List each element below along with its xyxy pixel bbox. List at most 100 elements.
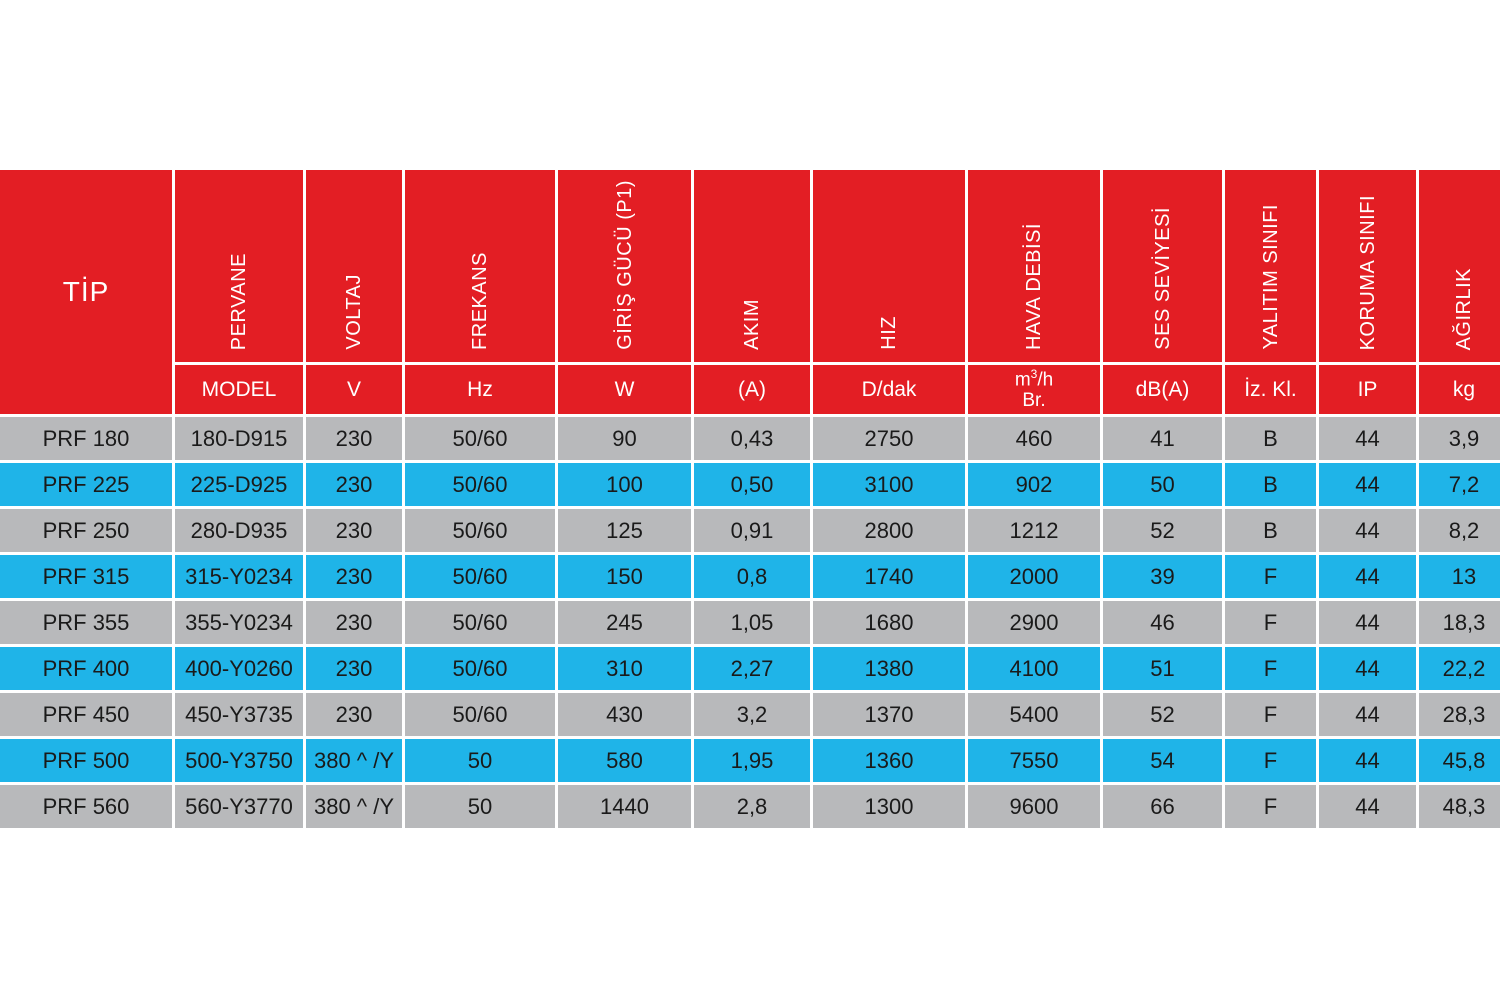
table-cell: 50/60 bbox=[405, 555, 555, 598]
table-cell: 125 bbox=[558, 509, 691, 552]
header-title: AĞIRLIK bbox=[1453, 267, 1475, 350]
table-cell: 280-D935 bbox=[175, 509, 303, 552]
table-cell: 180-D915 bbox=[175, 417, 303, 460]
cell-tip: PRF 250 bbox=[0, 509, 172, 552]
table-cell: 0,50 bbox=[694, 463, 810, 506]
table-cell: F bbox=[1225, 601, 1316, 644]
table-cell: 52 bbox=[1103, 693, 1222, 736]
table-cell: 460 bbox=[968, 417, 1100, 460]
header-akim: AKIM bbox=[694, 170, 810, 362]
table-cell: 230 bbox=[306, 601, 402, 644]
unit-ip: IP bbox=[1319, 365, 1416, 414]
table-cell: F bbox=[1225, 647, 1316, 690]
header-hava-debisi: HAVA DEBİSİ bbox=[968, 170, 1100, 362]
unit-ampere: (A) bbox=[694, 365, 810, 414]
unit-kg: kg bbox=[1419, 365, 1500, 414]
table-cell: F bbox=[1225, 555, 1316, 598]
table-cell: 100 bbox=[558, 463, 691, 506]
cell-tip: PRF 225 bbox=[0, 463, 172, 506]
table-cell: B bbox=[1225, 509, 1316, 552]
unit-hz: Hz bbox=[405, 365, 555, 414]
header-title: SES SEVİYESİ bbox=[1151, 207, 1174, 350]
table-cell: 8,2 bbox=[1419, 509, 1500, 552]
table-cell: 380 ^ /Y bbox=[306, 785, 402, 828]
table-cell: 50/60 bbox=[405, 417, 555, 460]
table-cell: 230 bbox=[306, 463, 402, 506]
table-cell: 1300 bbox=[813, 785, 965, 828]
table-cell: 66 bbox=[1103, 785, 1222, 828]
table-cell: 1212 bbox=[968, 509, 1100, 552]
table-cell: 50/60 bbox=[405, 509, 555, 552]
table-cell: 48,3 bbox=[1419, 785, 1500, 828]
unit-airflow-line2: Br. bbox=[1022, 389, 1046, 411]
table-cell: 0,8 bbox=[694, 555, 810, 598]
table-cell: 50 bbox=[1103, 463, 1222, 506]
table-cell: 2900 bbox=[968, 601, 1100, 644]
cell-tip: PRF 400 bbox=[0, 647, 172, 690]
table-cell: 2750 bbox=[813, 417, 965, 460]
table-cell: 1360 bbox=[813, 739, 965, 782]
table-cell: 0,91 bbox=[694, 509, 810, 552]
table-cell: 50/60 bbox=[405, 463, 555, 506]
unit-airflow: m3/h Br. bbox=[968, 365, 1100, 414]
header-title: HIZ bbox=[878, 316, 900, 350]
table-cell: 902 bbox=[968, 463, 1100, 506]
unit-rpm: D/dak bbox=[813, 365, 965, 414]
unit-airflow-line1: m3/h bbox=[1014, 367, 1054, 391]
table-row: PRF 560 560-Y3770 380 ^ /Y 50 1440 2,8 1300 960… bbox=[0, 785, 1500, 828]
spec-table: TİP PERVANE VOLTAJ FREKANS GİRİŞ GÜCÜ (P… bbox=[0, 167, 1500, 831]
table-cell: 44 bbox=[1319, 739, 1416, 782]
table-cell: 44 bbox=[1319, 601, 1416, 644]
table-cell: 4100 bbox=[968, 647, 1100, 690]
header-hiz: HIZ bbox=[813, 170, 965, 362]
table-cell: 44 bbox=[1319, 555, 1416, 598]
table-cell: 44 bbox=[1319, 785, 1416, 828]
table-cell: 90 bbox=[558, 417, 691, 460]
table-row: PRF 315 315-Y0234 230 50/60 150 0,8 1740 2000 39… bbox=[0, 555, 1500, 598]
table-cell: 44 bbox=[1319, 463, 1416, 506]
table-cell: 44 bbox=[1319, 693, 1416, 736]
table-cell: 3,2 bbox=[694, 693, 810, 736]
table-cell: F bbox=[1225, 693, 1316, 736]
table-cell: 2800 bbox=[813, 509, 965, 552]
table-cell: 230 bbox=[306, 417, 402, 460]
table-cell: 50 bbox=[405, 739, 555, 782]
unit-watt: W bbox=[558, 365, 691, 414]
table-cell: 50 bbox=[405, 785, 555, 828]
table-cell: 50/60 bbox=[405, 647, 555, 690]
table-row: PRF 400 400-Y0260 230 50/60 310 2,27 1380 4100 5… bbox=[0, 647, 1500, 690]
table-cell: 450-Y3735 bbox=[175, 693, 303, 736]
table-cell: 51 bbox=[1103, 647, 1222, 690]
header-yalitim-sinifi: YALITIM SINIFI bbox=[1225, 170, 1316, 362]
table-row: PRF 180 180-D915 230 50/60 90 0,43 2750 460 41 B 4… bbox=[0, 417, 1500, 460]
table-cell: 44 bbox=[1319, 417, 1416, 460]
table-cell: 9600 bbox=[968, 785, 1100, 828]
table-cell: F bbox=[1225, 785, 1316, 828]
header-title: FREKANS bbox=[469, 252, 491, 350]
header-pervane: PERVANE bbox=[175, 170, 303, 362]
table-cell: 1680 bbox=[813, 601, 965, 644]
table-cell: 1380 bbox=[813, 647, 965, 690]
table-cell: 380 ^ /Y bbox=[306, 739, 402, 782]
table-row: PRF 250 280-D935 230 50/60 125 0,91 2800 1212 52… bbox=[0, 509, 1500, 552]
header-title-row: TİP PERVANE VOLTAJ FREKANS GİRİŞ GÜCÜ (P… bbox=[0, 170, 1500, 414]
header-frekans: FREKANS bbox=[405, 170, 555, 362]
table-cell: 1,05 bbox=[694, 601, 810, 644]
header-title: KORUMA SINIFI bbox=[1356, 194, 1379, 350]
table-cell: 1370 bbox=[813, 693, 965, 736]
header-title: VOLTAJ bbox=[343, 274, 365, 350]
table-cell: 225-D925 bbox=[175, 463, 303, 506]
cell-tip: PRF 560 bbox=[0, 785, 172, 828]
header-title: PERVANE bbox=[228, 252, 250, 350]
unit-volt: V bbox=[306, 365, 402, 414]
header-koruma-sinifi: KORUMA SINIFI bbox=[1319, 170, 1416, 362]
table-cell: 41 bbox=[1103, 417, 1222, 460]
header-title: AKIM bbox=[741, 299, 763, 350]
table-cell: 230 bbox=[306, 555, 402, 598]
table-cell: 150 bbox=[558, 555, 691, 598]
table-cell: 7550 bbox=[968, 739, 1100, 782]
unit-model: MODEL bbox=[175, 365, 303, 414]
unit-db: dB(A) bbox=[1103, 365, 1222, 414]
table-cell: 54 bbox=[1103, 739, 1222, 782]
table-cell: 500-Y3750 bbox=[175, 739, 303, 782]
